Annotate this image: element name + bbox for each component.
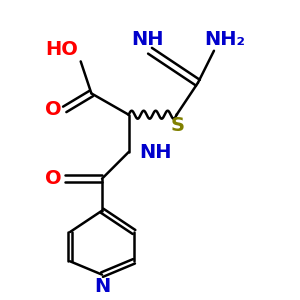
Text: S: S bbox=[171, 116, 185, 135]
Text: N: N bbox=[94, 277, 110, 296]
Text: NH₂: NH₂ bbox=[204, 30, 245, 50]
Text: NH: NH bbox=[131, 30, 164, 50]
Text: NH: NH bbox=[139, 142, 172, 161]
Text: O: O bbox=[45, 100, 62, 119]
Text: HO: HO bbox=[45, 40, 78, 59]
Text: O: O bbox=[45, 169, 62, 188]
